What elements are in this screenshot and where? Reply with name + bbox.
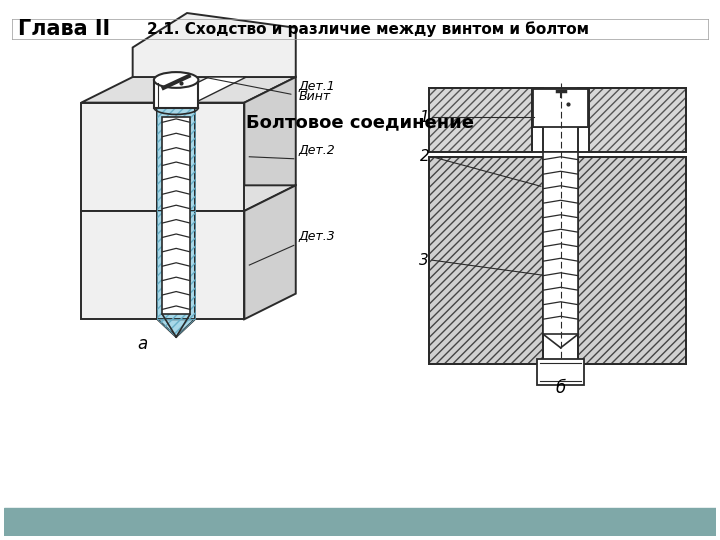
Polygon shape [132,13,296,77]
Bar [4,508,716,536]
Ellipse shape [154,72,199,88]
Polygon shape [81,185,296,211]
Polygon shape [81,77,296,103]
Text: Глава II: Глава II [18,19,110,39]
Text: б: б [556,379,566,397]
Polygon shape [81,103,158,211]
Bar [162,117,190,314]
Polygon shape [195,211,244,319]
Polygon shape [532,88,543,127]
Polygon shape [158,211,195,319]
Text: Болтовое соединение: Болтовое соединение [246,113,474,131]
Polygon shape [158,319,195,337]
Polygon shape [158,103,195,211]
Polygon shape [578,157,686,363]
Bar [537,359,585,385]
Bar [533,89,588,127]
Polygon shape [81,211,158,319]
Polygon shape [429,157,543,363]
Text: Дет.2: Дет.2 [299,144,336,157]
Bar [154,80,199,107]
Polygon shape [158,77,246,103]
Text: Дет.3: Дет.3 [299,231,336,244]
Polygon shape [578,88,589,127]
Bar [543,152,578,334]
Text: 2.1. Сходство и различие между винтом и болтом: 2.1. Сходство и различие между винтом и … [148,21,590,37]
Polygon shape [244,185,296,319]
Polygon shape [244,77,296,211]
Text: 2: 2 [420,149,429,164]
Polygon shape [589,88,686,152]
Text: Дет.1: Дет.1 [299,80,336,93]
Text: 1: 1 [420,110,429,125]
Polygon shape [195,103,244,211]
Polygon shape [429,88,532,152]
Text: а: а [138,335,148,353]
Text: Винт: Винт [299,90,331,103]
Text: 3: 3 [420,253,429,268]
